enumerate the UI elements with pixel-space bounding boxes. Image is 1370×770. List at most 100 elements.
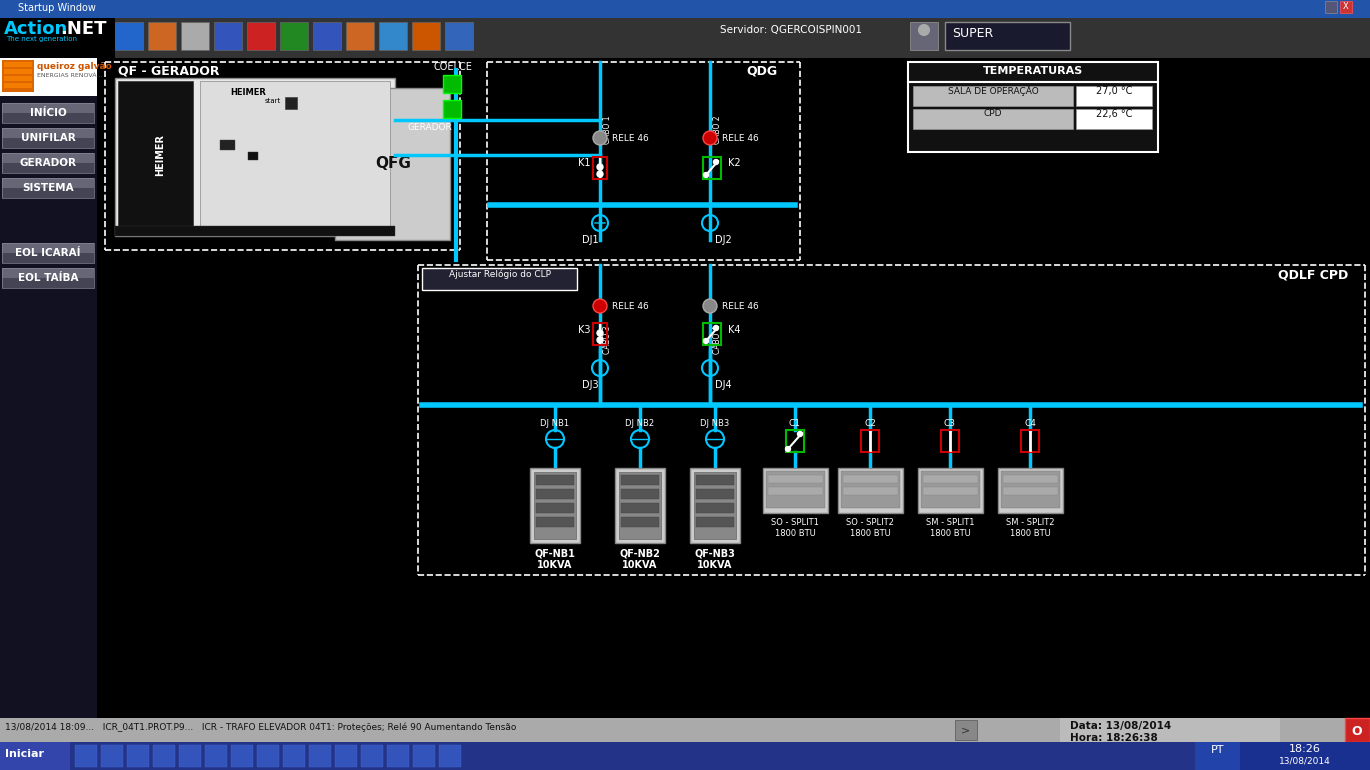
Circle shape (597, 171, 603, 177)
Text: 1800 BTU: 1800 BTU (930, 529, 970, 538)
Bar (1240, 742, 1370, 770)
Bar (766, 471, 825, 508)
Text: 1800 BTU: 1800 BTU (849, 529, 890, 538)
Text: .NET: .NET (60, 20, 107, 38)
Text: 10KVA: 10KVA (537, 560, 573, 570)
Bar (101, 745, 123, 767)
Bar (843, 487, 897, 495)
Text: CPD: CPD (984, 109, 1003, 119)
Bar (918, 468, 984, 513)
Bar (336, 88, 449, 240)
Text: C3: C3 (944, 419, 956, 428)
Text: queiroz galvão: queiroz galvão (37, 62, 112, 71)
Bar (838, 468, 903, 513)
Bar (1, 128, 95, 148)
Bar (536, 517, 574, 527)
Bar (115, 22, 142, 50)
Bar (910, 22, 938, 50)
Text: SO - SPLIT1: SO - SPLIT1 (771, 518, 819, 527)
Bar (1, 243, 95, 263)
Text: RELE 46: RELE 46 (722, 302, 759, 311)
Bar (1, 178, 95, 198)
Bar (696, 475, 734, 485)
Bar (534, 472, 575, 539)
Bar (908, 82, 1158, 152)
Bar (841, 471, 900, 508)
Bar (955, 720, 977, 740)
Bar (284, 745, 306, 767)
Bar (912, 86, 1073, 106)
Bar (1, 243, 95, 253)
Bar (347, 22, 374, 50)
Bar (1, 103, 95, 123)
Bar (621, 475, 659, 485)
Text: GERADOR: GERADOR (19, 158, 77, 168)
Bar (0, 718, 1370, 742)
Bar (4, 69, 32, 74)
Bar (1, 128, 95, 148)
Text: GERADOR: GERADOR (408, 123, 452, 132)
Circle shape (919, 25, 929, 35)
Bar (1, 153, 95, 173)
Text: SM - SPLIT1: SM - SPLIT1 (926, 518, 974, 527)
Text: COELCE: COELCE (433, 62, 473, 72)
Text: PT: PT (1211, 745, 1225, 755)
Bar (285, 97, 297, 109)
Bar (310, 745, 332, 767)
Text: QF-NB1: QF-NB1 (534, 548, 575, 558)
Bar (923, 475, 978, 483)
Bar (258, 745, 279, 767)
Text: K3: K3 (578, 325, 590, 335)
Bar (443, 75, 460, 93)
Circle shape (785, 447, 790, 451)
Text: >: > (962, 725, 970, 735)
Bar (593, 323, 607, 345)
Bar (279, 22, 308, 50)
Bar (1345, 718, 1370, 742)
Bar (696, 517, 734, 527)
Text: Ajustar Relógio do CLP: Ajustar Relógio do CLP (449, 270, 551, 279)
Circle shape (593, 299, 607, 313)
Bar (536, 503, 574, 513)
Text: QF - GERADOR: QF - GERADOR (118, 65, 219, 78)
Bar (0, 58, 97, 96)
Text: 1800 BTU: 1800 BTU (1010, 529, 1051, 538)
Text: SM - SPLIT2: SM - SPLIT2 (1006, 518, 1055, 527)
Text: CABO 2: CABO 2 (712, 116, 722, 144)
Text: CABO 3: CABO 3 (603, 326, 612, 354)
Bar (1003, 475, 1058, 483)
Text: DJ2: DJ2 (715, 235, 732, 245)
Bar (221, 140, 236, 150)
Text: 10KVA: 10KVA (622, 560, 658, 570)
Bar (118, 81, 193, 233)
Bar (97, 58, 1370, 718)
Text: Hora: 18:26:38: Hora: 18:26:38 (1070, 733, 1158, 743)
Bar (115, 78, 395, 236)
Bar (148, 22, 175, 50)
Bar (769, 475, 823, 483)
Bar (997, 468, 1063, 513)
Bar (1060, 718, 1280, 742)
Bar (621, 517, 659, 527)
Text: HEIMER: HEIMER (155, 134, 164, 176)
Bar (923, 487, 978, 495)
Bar (247, 22, 275, 50)
Text: CABO 1: CABO 1 (603, 116, 612, 144)
Text: DJ1: DJ1 (582, 235, 599, 245)
Bar (153, 745, 175, 767)
Bar (1195, 742, 1240, 770)
Bar (179, 745, 201, 767)
Circle shape (703, 299, 717, 313)
Bar (200, 81, 390, 233)
Bar (1003, 487, 1058, 495)
Bar (379, 22, 407, 50)
Bar (1001, 471, 1060, 508)
Bar (1325, 1, 1337, 13)
Text: O: O (1352, 725, 1362, 738)
Bar (619, 472, 660, 539)
Text: DJ NB2: DJ NB2 (626, 419, 655, 428)
Circle shape (704, 339, 708, 343)
Bar (703, 323, 721, 345)
Bar (1, 103, 95, 113)
Bar (0, 742, 1370, 770)
